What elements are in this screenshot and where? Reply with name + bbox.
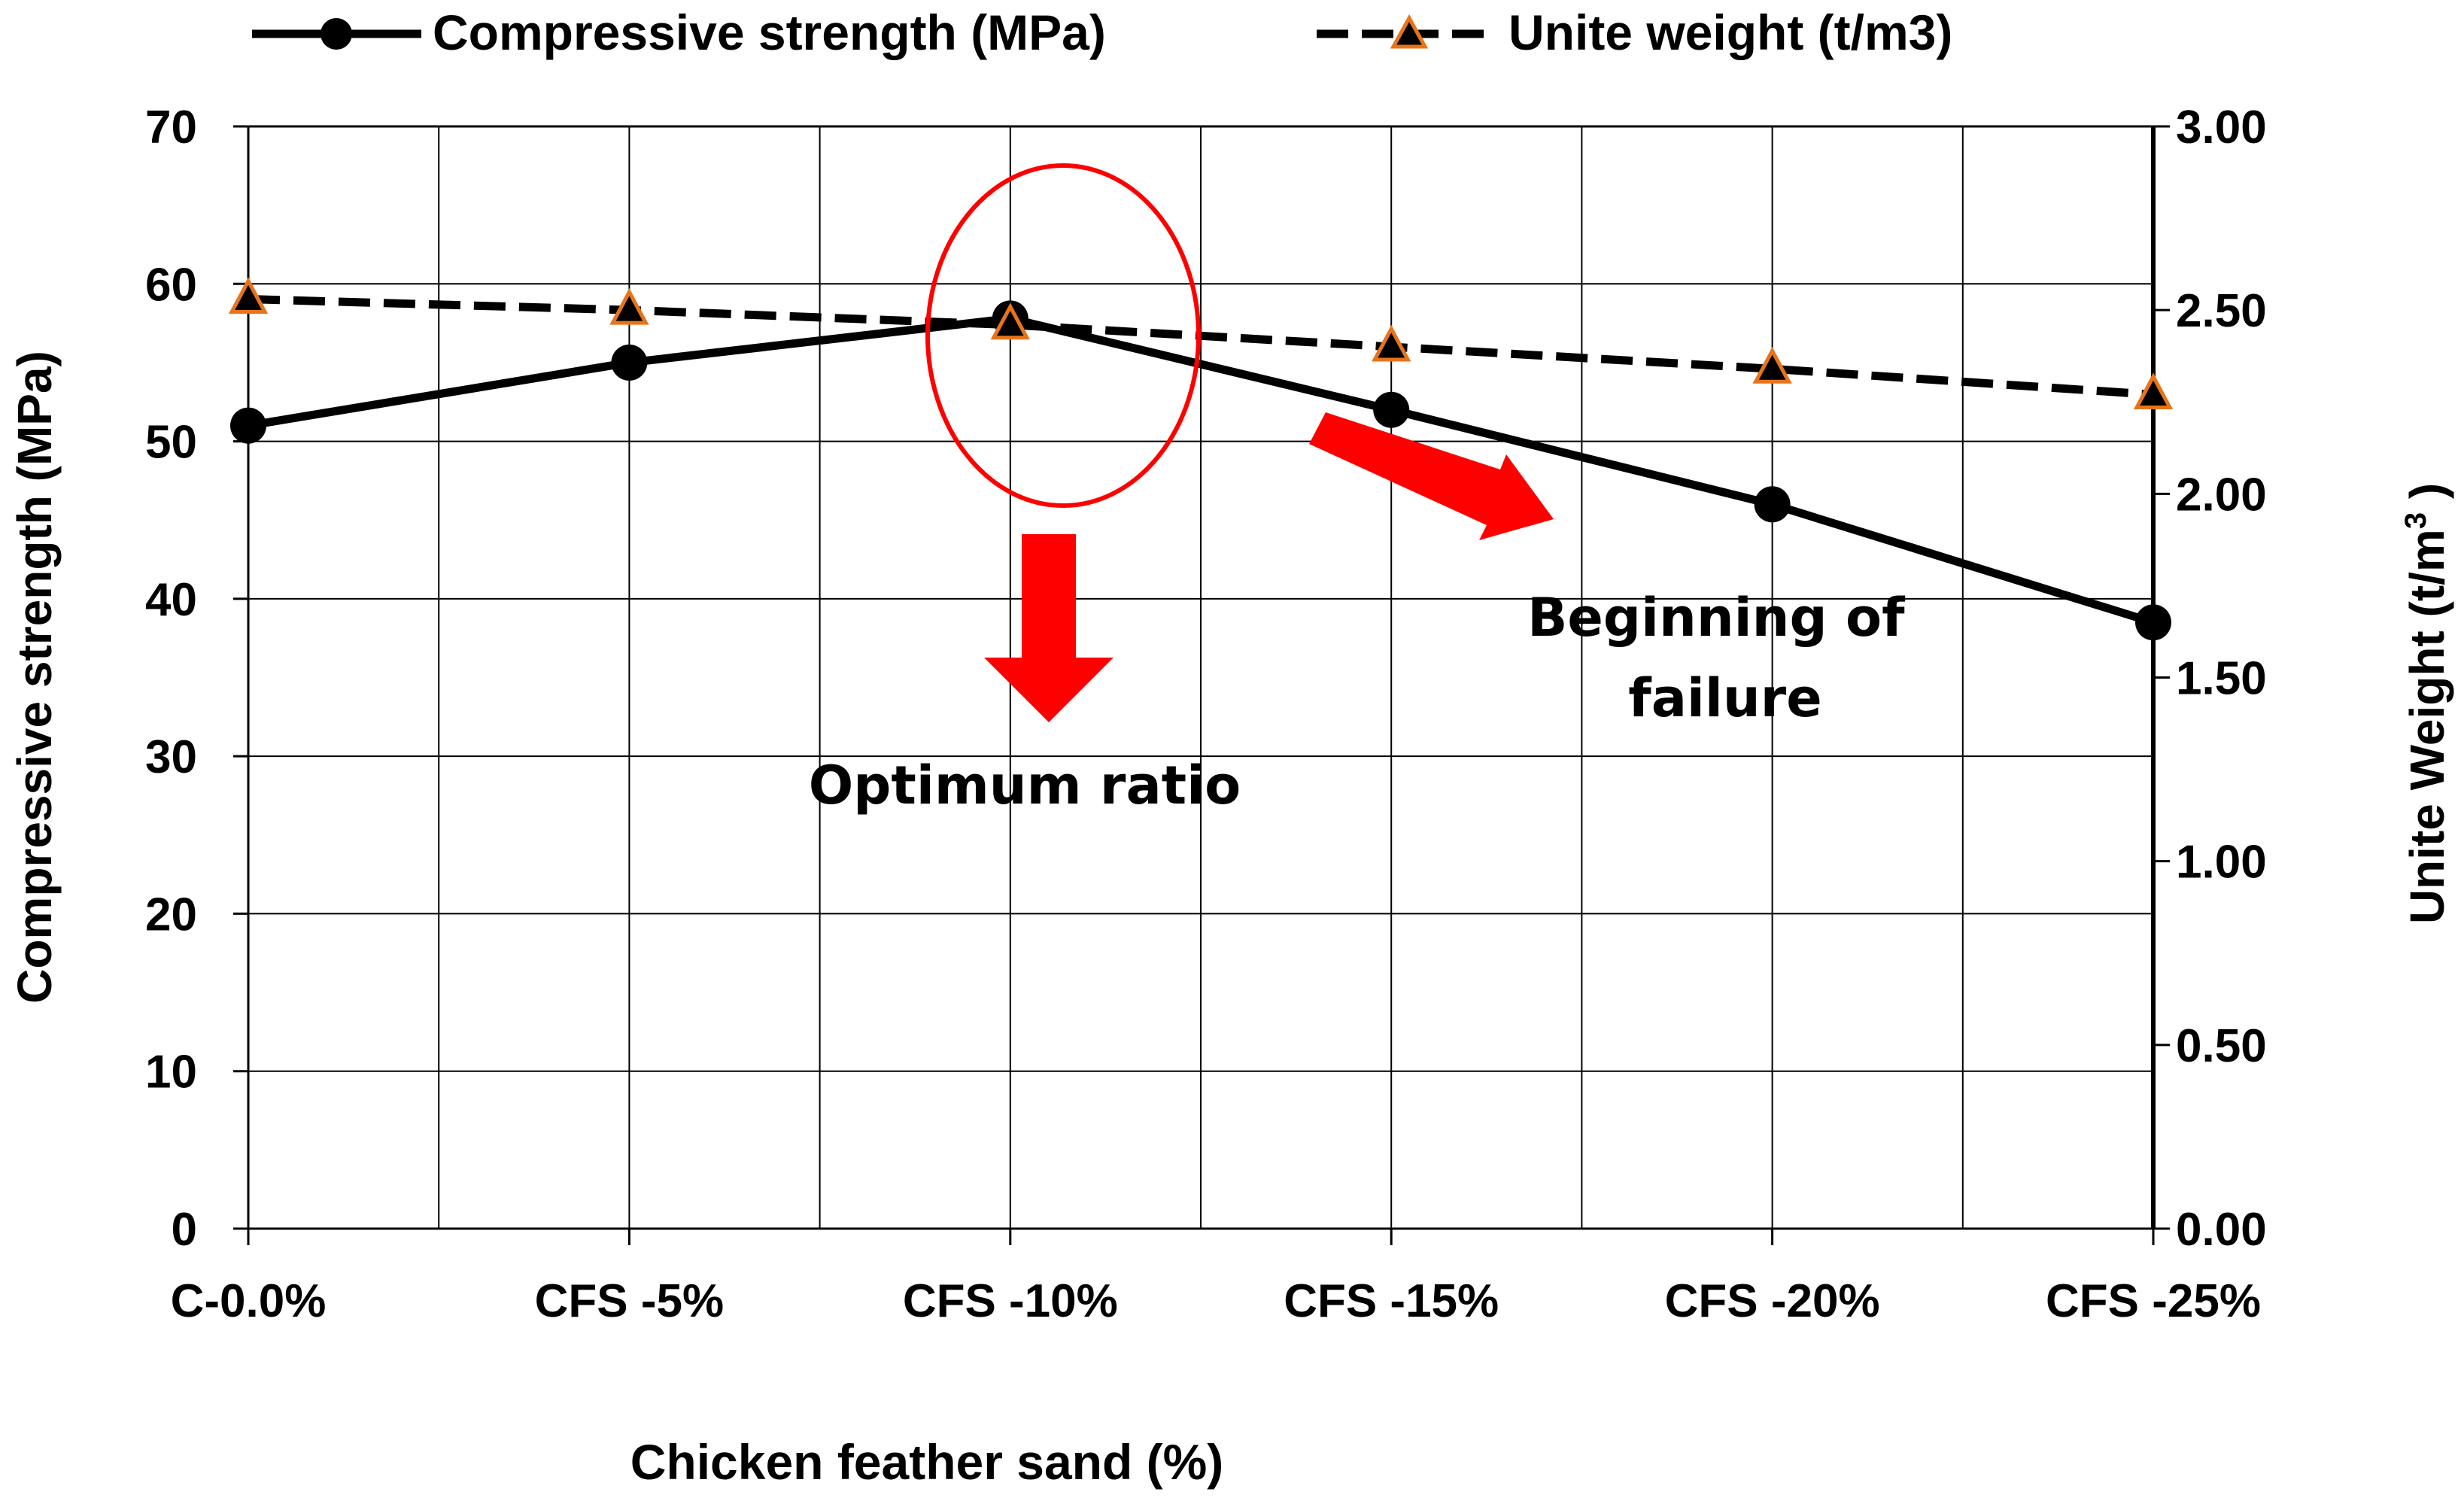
compressive-point (230, 407, 266, 444)
annotation-optimum-ratio: Optimum ratio (809, 755, 1241, 816)
compressive-point (611, 344, 648, 381)
grid-lines (248, 126, 2153, 1229)
unit-weight-point (1752, 347, 1792, 384)
x-tick-label: CFS -25% (2046, 1275, 2261, 1327)
x-tick-label: CFS -20% (1665, 1275, 1880, 1327)
y2-tick-label: 1.00 (2176, 837, 2267, 889)
y2-tick-label: 2.00 (2176, 469, 2267, 521)
x-axis-label: Chicken feather sand (%) (630, 1434, 1224, 1490)
x-tick-label: CFS -10% (903, 1275, 1118, 1327)
y2-tick-label: 1.50 (2176, 653, 2267, 705)
y2-label-sup: 3 (2399, 512, 2432, 529)
optimum-circle (925, 163, 1201, 508)
y2-tick-label: 0.50 (2176, 1020, 2267, 1072)
y2-axis-label: Unite Weight (t/m3 ) (2399, 483, 2454, 924)
unit-weight-point (609, 287, 649, 325)
y-tick-label: 70 (145, 102, 197, 153)
compressive-strength-line (248, 314, 2155, 627)
annotation-beginning-of-failure: Beginning of failure (1527, 587, 1923, 729)
x-tick-label: CFS -15% (1284, 1275, 1499, 1327)
series-layer (228, 277, 2174, 641)
compressive-point (2135, 604, 2171, 641)
unit-weight-point (990, 302, 1030, 340)
y-tick-label: 40 (145, 574, 197, 626)
annotation-failure-line-2: failure (1628, 667, 1822, 729)
y2-tick-label: 0.00 (2176, 1204, 2267, 1256)
legend-marker-unit-weight (1390, 14, 1429, 49)
y2-tick-label: 2.50 (2176, 285, 2267, 337)
y-tick-label: 10 (145, 1047, 197, 1098)
x-tick-label: C-0.0% (171, 1275, 327, 1327)
legend-marker-compressive (321, 18, 352, 50)
y2-label-prefix: Unite Weight (t/m (2400, 529, 2454, 924)
unit-weight-point (1372, 324, 1411, 362)
down-arrow-icon (984, 534, 1114, 722)
y-tick-label: 20 (145, 889, 197, 940)
annotation-failure-line-1: Beginning of (1527, 587, 1906, 649)
y-tick-label: 0 (172, 1204, 197, 1256)
compressive-point (1754, 486, 1791, 523)
legend: Compressive strength (MPa) Unite weight … (252, 5, 1952, 60)
y-tick-label: 60 (145, 259, 197, 311)
unit-weight-point (2133, 372, 2174, 409)
x-tick-label: CFS -5% (535, 1275, 724, 1327)
diagonal-arrow-icon (1309, 412, 1554, 540)
legend-label-unit-weight: Unite weight (t/m3) (1508, 5, 1952, 60)
compressive-point (1373, 391, 1410, 428)
legend-label-compressive: Compressive strength (MPa) (433, 5, 1106, 60)
y-tick-label: 50 (145, 417, 197, 469)
y-tick-label: 30 (145, 731, 197, 783)
axis-ticks: 0 10 20 30 40 50 60 70 0.00 0.50 1.00 1.50 2.00 2.50 3… (145, 102, 2267, 1327)
y2-label-suffix: ) (2400, 483, 2454, 512)
y2-tick-label: 3.00 (2176, 102, 2267, 153)
unit-weight-point (228, 277, 269, 314)
y-axis-label: Compressive strength (MPa) (8, 351, 62, 1004)
